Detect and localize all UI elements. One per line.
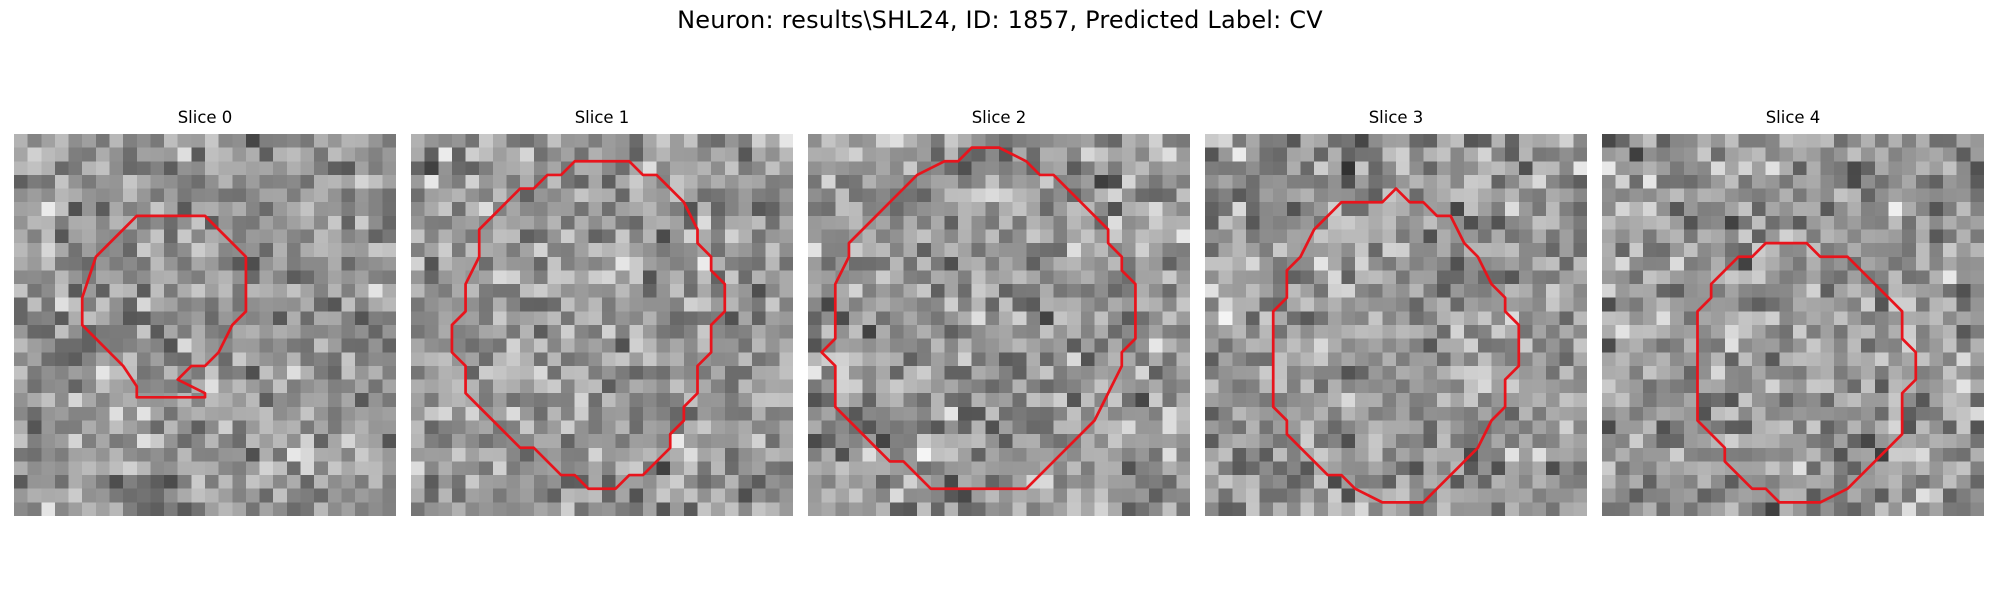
contour-overlay <box>820 146 1137 491</box>
contour-overlay <box>1696 241 1918 504</box>
contour-line <box>450 159 727 491</box>
contour-overlay <box>450 159 727 491</box>
grayscale-image <box>411 134 793 516</box>
contour-line <box>1271 187 1521 504</box>
panel-title: Slice 0 <box>177 108 233 127</box>
contour-overlay <box>80 214 248 399</box>
grayscale-image <box>14 134 396 516</box>
contour-line <box>820 146 1137 491</box>
panel-title: Slice 4 <box>1765 108 1821 127</box>
panel-title: Slice 2 <box>971 108 1027 127</box>
contour-overlay <box>1271 187 1521 504</box>
panel-title: Slice 1 <box>574 108 630 127</box>
grayscale-image <box>1205 134 1587 516</box>
grayscale-image <box>808 134 1190 516</box>
contour-line <box>1696 241 1918 504</box>
contour-line <box>80 214 248 399</box>
panel-title: Slice 3 <box>1368 108 1424 127</box>
figure-title: Neuron: results\SHL24, ID: 1857, Predict… <box>677 6 1323 34</box>
grayscale-image <box>1602 134 1984 516</box>
